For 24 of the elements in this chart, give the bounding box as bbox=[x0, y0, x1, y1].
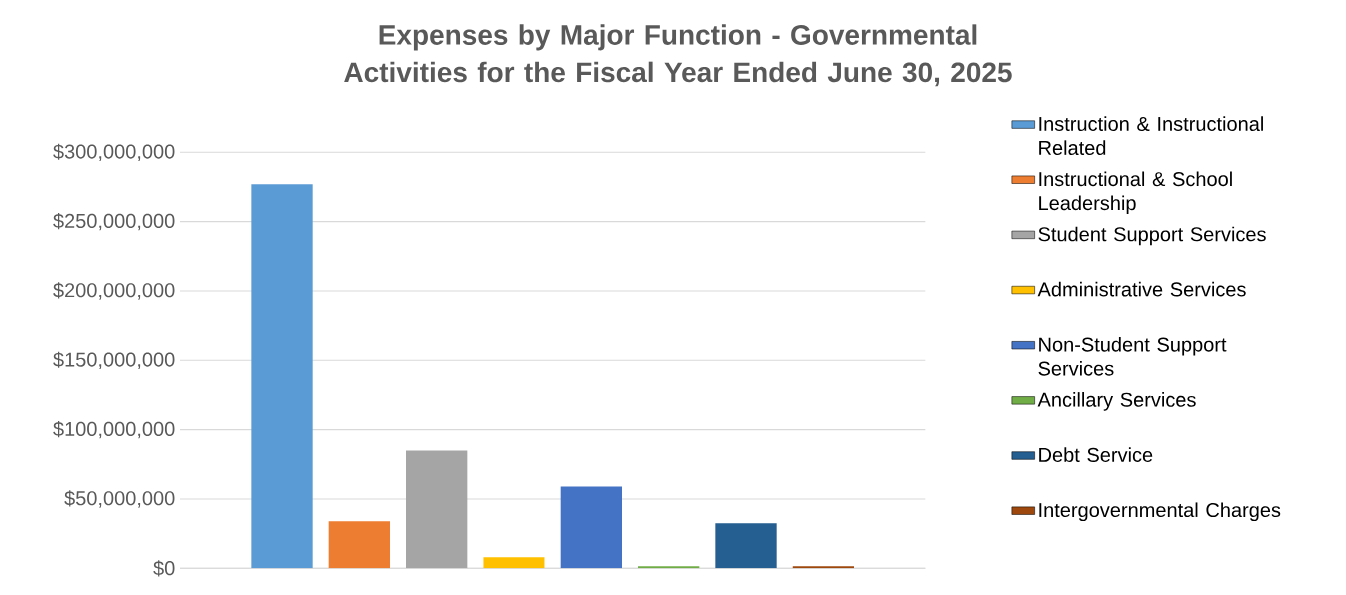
y-tick-label: $0 bbox=[153, 560, 175, 577]
y-tick-label: $250,000,000 bbox=[53, 212, 175, 231]
chart-title: Expenses by Major Function - Governmental Activities for the Fiscal Year Ended June 30, 2025 bbox=[344, 24, 1012, 87]
bar bbox=[638, 566, 700, 569]
y-tick-label: $200,000,000 bbox=[53, 282, 175, 300]
bar bbox=[560, 486, 623, 569]
legend-label: Instruction & Instructional Related bbox=[1039, 116, 1263, 156]
y-tick-label: $300,000,000 bbox=[53, 143, 175, 161]
y-tick-label: $50,000,000 bbox=[64, 490, 175, 508]
legend-label: Intergovernmental Charges bbox=[1039, 502, 1281, 522]
bar bbox=[483, 557, 545, 569]
legend-label: Administrative Services bbox=[1037, 281, 1246, 297]
legend-label: Non-Student Support Services bbox=[1038, 336, 1227, 376]
legend-label: Debt Service bbox=[1039, 447, 1153, 462]
bar bbox=[328, 521, 391, 569]
bar bbox=[406, 450, 468, 569]
y-tick-label: $100,000,000 bbox=[53, 420, 175, 439]
bar bbox=[792, 566, 855, 569]
legend-label: Student Support Services bbox=[1038, 226, 1266, 246]
legend-label: Instructional & School Leadership bbox=[1039, 171, 1232, 215]
legend-label: Ancillary Services bbox=[1037, 392, 1196, 411]
bar bbox=[715, 523, 777, 569]
y-tick-label: $150,000,000 bbox=[53, 351, 175, 369]
bar bbox=[251, 184, 313, 569]
